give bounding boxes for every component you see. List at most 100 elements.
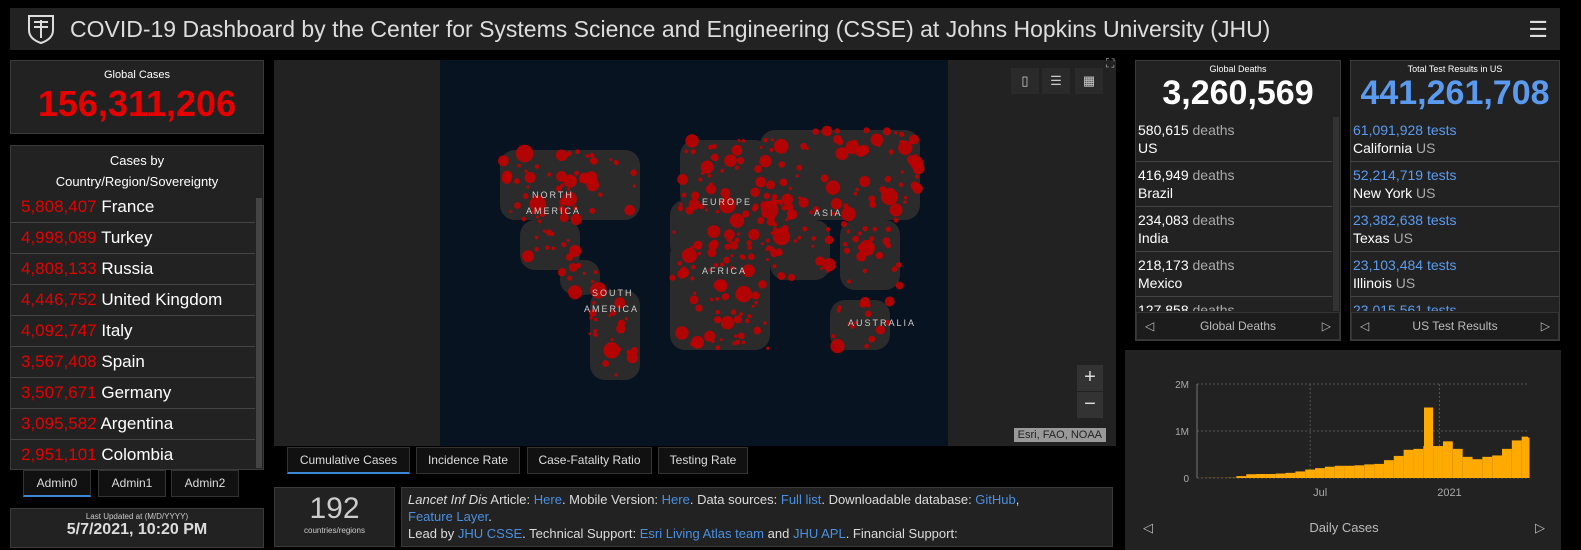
- country-row[interactable]: 4,998,089 Turkey: [11, 223, 255, 254]
- country-row[interactable]: 4,092,747 Italy: [11, 316, 255, 347]
- legend-list-icon[interactable]: ☰: [1042, 68, 1070, 94]
- next-icon[interactable]: ▷: [1535, 515, 1545, 541]
- prev-icon[interactable]: ◁: [1143, 515, 1153, 541]
- bar[interactable]: [1394, 456, 1404, 478]
- country-name: Germany: [101, 383, 171, 402]
- country-row[interactable]: 5,808,407 France: [11, 192, 255, 223]
- tab-admin0[interactable]: Admin0: [23, 470, 91, 497]
- bar[interactable]: [1522, 437, 1528, 478]
- case-dot: [773, 222, 777, 226]
- case-dot: [742, 341, 745, 344]
- case-dot: [793, 239, 797, 243]
- tab-admin2[interactable]: Admin2: [171, 470, 239, 497]
- prev-icon[interactable]: ◁: [1145, 313, 1154, 339]
- jhu-csse-link[interactable]: JHU CSSE: [458, 526, 522, 541]
- bar[interactable]: [1384, 460, 1394, 478]
- bar[interactable]: [1286, 473, 1296, 478]
- mobile-link[interactable]: Here: [662, 492, 690, 507]
- bar[interactable]: [1276, 474, 1286, 478]
- country-row[interactable]: 2,951,101 Colombia: [11, 440, 255, 470]
- case-dot: [523, 193, 529, 199]
- bookmark-icon[interactable]: ▯: [1011, 68, 1039, 94]
- country-row[interactable]: 4,446,752 United Kingdom: [11, 285, 255, 316]
- bar[interactable]: [1528, 438, 1530, 478]
- tests-row[interactable]: 23,015,561 tests: [1351, 297, 1559, 311]
- bar[interactable]: [1246, 474, 1256, 478]
- bar[interactable]: [1433, 446, 1443, 478]
- bar[interactable]: [1364, 464, 1374, 478]
- prev-icon[interactable]: ◁: [1360, 313, 1369, 339]
- zoom-out-button[interactable]: −: [1077, 392, 1103, 418]
- bar[interactable]: [1453, 449, 1463, 478]
- world-map[interactable]: NORTH AMERICA EUROPE ASIA AFRICA SOUTH A…: [440, 60, 948, 446]
- bar[interactable]: [1236, 476, 1246, 478]
- info-text: ,: [1016, 492, 1020, 507]
- bar[interactable]: [1413, 449, 1423, 478]
- map-view[interactable]: NORTH AMERICA EUROPE ASIA AFRICA SOUTH A…: [274, 60, 1116, 446]
- tab-case-fatality-ratio[interactable]: Case-Fatality Ratio: [527, 447, 652, 474]
- case-dot: [915, 170, 918, 173]
- bar[interactable]: [1315, 468, 1325, 478]
- country-row[interactable]: 4,808,133 Russia: [11, 254, 255, 285]
- bar[interactable]: [1266, 474, 1276, 478]
- country-row[interactable]: 3,095,582 Argentina: [11, 409, 255, 440]
- bar[interactable]: [1512, 440, 1522, 478]
- case-dot: [869, 236, 874, 241]
- article-link[interactable]: Here: [534, 492, 562, 507]
- bar[interactable]: [1335, 466, 1345, 478]
- case-dot: [738, 333, 745, 340]
- scrollbar[interactable]: [1333, 117, 1339, 311]
- death-count: 218,173: [1138, 257, 1189, 273]
- bar[interactable]: [1305, 470, 1315, 478]
- case-dot: [892, 266, 898, 272]
- jhu-apl-link[interactable]: JHU APL: [793, 526, 846, 541]
- sources-link[interactable]: Full list: [781, 492, 821, 507]
- bar[interactable]: [1443, 441, 1453, 478]
- zoom-in-button[interactable]: +: [1077, 365, 1103, 391]
- hamburger-icon[interactable]: ☰: [1528, 17, 1548, 43]
- case-dot: [698, 178, 702, 182]
- deaths-row[interactable]: 127,858 deaths: [1136, 297, 1332, 311]
- test-unit: tests: [1427, 167, 1457, 183]
- bar[interactable]: [1256, 474, 1266, 478]
- feature-layer-link[interactable]: Feature Layer: [408, 509, 488, 524]
- bar[interactable]: [1404, 450, 1414, 478]
- bar[interactable]: [1295, 471, 1305, 478]
- tab-cumulative-cases[interactable]: Cumulative Cases: [287, 447, 410, 474]
- tab-testing-rate[interactable]: Testing Rate: [658, 447, 748, 474]
- bar[interactable]: [1354, 465, 1364, 478]
- bar[interactable]: [1492, 455, 1502, 478]
- case-dot: [907, 155, 916, 164]
- github-link[interactable]: GitHub: [975, 492, 1015, 507]
- last-updated-panel: Last Updated at (M/D/YYYY) 5/7/2021, 10:…: [10, 508, 264, 548]
- basemap-grid-icon[interactable]: ▦: [1075, 68, 1103, 94]
- esri-link[interactable]: Esri Living Atlas team: [640, 526, 764, 541]
- bar[interactable]: [1463, 457, 1473, 478]
- bar[interactable]: [1502, 449, 1512, 478]
- tab-incidence-rate[interactable]: Incidence Rate: [416, 447, 520, 474]
- fullscreen-icon[interactable]: ⛶: [1106, 56, 1114, 71]
- page-title: COVID-19 Dashboard by the Center for Sys…: [70, 16, 1270, 43]
- death-count: 127,858: [1138, 302, 1189, 311]
- bar[interactable]: [1424, 408, 1433, 479]
- scrollbar[interactable]: [256, 198, 262, 468]
- next-icon[interactable]: ▷: [1541, 313, 1550, 339]
- country-row[interactable]: 3,567,408 Spain: [11, 347, 255, 378]
- bar[interactable]: [1325, 467, 1335, 478]
- country-row[interactable]: 3,507,671 Germany: [11, 378, 255, 409]
- next-icon[interactable]: ▷: [1322, 313, 1331, 339]
- bar[interactable]: [1374, 464, 1384, 478]
- tab-admin1[interactable]: Admin1: [98, 470, 166, 497]
- bar[interactable]: [1472, 459, 1482, 478]
- bar[interactable]: [1482, 457, 1492, 478]
- case-dot: [710, 240, 718, 248]
- bar[interactable]: [1345, 466, 1355, 478]
